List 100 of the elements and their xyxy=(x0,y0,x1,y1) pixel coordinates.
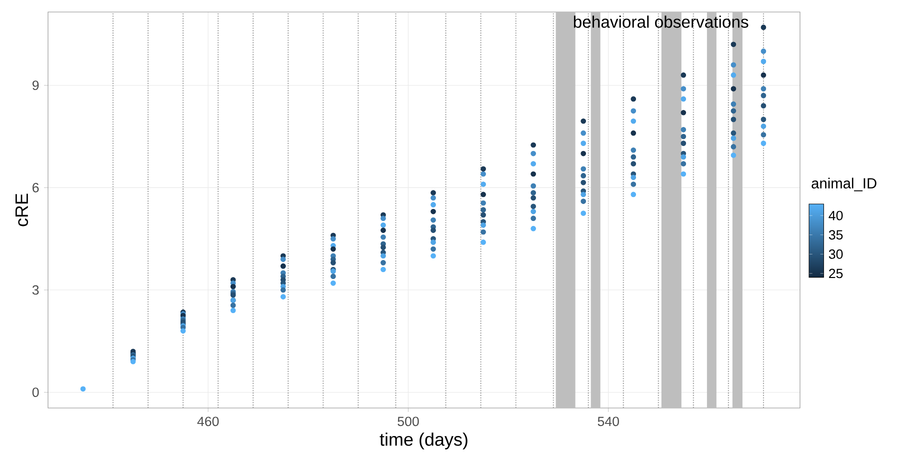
point xyxy=(730,62,736,68)
point xyxy=(380,222,386,228)
point xyxy=(680,110,686,116)
color-bar-label: 40 xyxy=(828,210,843,220)
point xyxy=(430,240,436,245)
point xyxy=(230,308,236,314)
point xyxy=(280,294,286,300)
point xyxy=(730,136,736,141)
point xyxy=(580,198,586,204)
point xyxy=(430,208,436,214)
point xyxy=(430,202,436,208)
point xyxy=(330,280,336,286)
point xyxy=(680,161,686,166)
point xyxy=(430,195,436,201)
point xyxy=(280,287,286,293)
point xyxy=(480,166,486,172)
point xyxy=(680,154,686,160)
point xyxy=(630,108,636,114)
y-axis-title: cRE xyxy=(16,194,28,226)
point xyxy=(730,72,736,78)
point xyxy=(760,24,766,30)
point xyxy=(760,132,766,138)
point xyxy=(730,42,736,48)
point xyxy=(480,171,486,177)
point xyxy=(760,92,766,98)
point xyxy=(380,228,386,233)
point xyxy=(480,212,486,218)
point xyxy=(760,72,766,78)
y-tick-label: 9 xyxy=(32,80,39,90)
point xyxy=(630,192,636,198)
point xyxy=(230,302,236,308)
annotation: behavioral observations xyxy=(574,16,748,28)
point xyxy=(530,190,536,196)
point xyxy=(580,173,586,178)
point xyxy=(380,234,386,240)
point xyxy=(680,72,686,78)
point xyxy=(760,140,766,146)
point xyxy=(580,140,586,146)
y-tick-label: 3 xyxy=(32,285,39,295)
point xyxy=(480,229,486,235)
point xyxy=(580,180,586,186)
point xyxy=(760,58,766,64)
point xyxy=(380,216,386,222)
point xyxy=(530,183,536,189)
point xyxy=(630,147,636,153)
point xyxy=(730,130,736,136)
color-bar-label: 25 xyxy=(829,268,843,278)
point xyxy=(630,182,636,187)
point xyxy=(580,210,586,216)
point xyxy=(680,171,686,177)
point xyxy=(480,240,486,245)
point xyxy=(180,328,186,334)
x-tick-label: 500 xyxy=(398,416,419,426)
point xyxy=(680,96,686,102)
point xyxy=(330,260,336,266)
x-tick-label: 460 xyxy=(197,416,219,426)
point xyxy=(80,386,86,392)
point xyxy=(630,154,636,160)
point xyxy=(380,266,386,272)
point xyxy=(530,195,536,201)
point xyxy=(480,222,486,228)
x-tick-label: 540 xyxy=(598,416,619,426)
point xyxy=(730,116,736,122)
point xyxy=(530,216,536,222)
color-bar-label: 35 xyxy=(828,230,843,240)
point xyxy=(530,171,536,177)
point xyxy=(580,118,586,124)
point xyxy=(430,190,436,196)
point xyxy=(760,48,766,54)
point xyxy=(530,226,536,232)
point xyxy=(730,101,736,107)
point xyxy=(580,192,586,198)
point xyxy=(380,244,386,250)
y-tick-label: 6 xyxy=(32,182,39,192)
point xyxy=(430,228,436,233)
point xyxy=(680,140,686,146)
point xyxy=(630,174,636,180)
point xyxy=(480,182,486,187)
point xyxy=(480,207,486,212)
point xyxy=(580,130,586,136)
point xyxy=(630,96,636,102)
point xyxy=(530,161,536,166)
point xyxy=(680,134,686,140)
color-bar-title: animal_ID xyxy=(812,178,876,192)
point xyxy=(330,236,336,242)
point xyxy=(760,116,766,122)
point xyxy=(730,152,736,158)
point xyxy=(760,124,766,129)
point xyxy=(580,150,586,156)
point xyxy=(730,86,736,92)
x-axis-title: time (days) xyxy=(380,432,468,450)
point xyxy=(280,256,286,262)
point xyxy=(380,260,386,266)
point xyxy=(680,126,686,132)
y-tick-label: 0 xyxy=(32,388,39,398)
point xyxy=(630,161,636,166)
point xyxy=(530,150,536,156)
point xyxy=(530,208,536,214)
point xyxy=(730,108,736,114)
point xyxy=(530,204,536,210)
